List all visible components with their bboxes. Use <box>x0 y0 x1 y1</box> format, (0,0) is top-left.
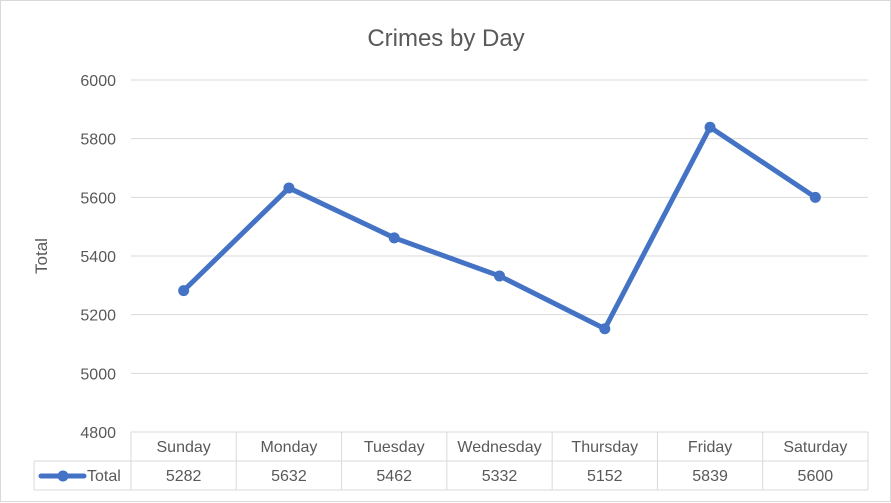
data-table-value: 5332 <box>482 468 518 485</box>
data-table-value: 5600 <box>798 468 834 485</box>
data-point-tuesday <box>388 232 400 244</box>
data-point-wednesday <box>494 270 505 282</box>
y-axis-ticks: 6000 5800 5600 5400 5200 5000 4800 <box>80 73 116 442</box>
category-label: Saturday <box>783 439 847 456</box>
category-label: Tuesday <box>364 439 425 456</box>
data-table-value: 5152 <box>587 468 623 485</box>
data-point-sunday <box>178 285 190 297</box>
series-points-total <box>178 121 821 335</box>
y-tick-label: 6000 <box>80 73 116 90</box>
gridlines <box>131 79 868 433</box>
y-tick-label: 5400 <box>80 249 116 266</box>
data-table-value: 5462 <box>376 468 412 485</box>
data-table-value: 5632 <box>271 468 307 485</box>
y-tick-label: 5000 <box>80 366 116 383</box>
data-table: Sunday 5282 Monday 5632 Tuesday 5462 Wednesday… <box>33 432 869 491</box>
y-tick-label: 4800 <box>80 425 116 442</box>
y-tick-label: 5600 <box>80 190 116 207</box>
category-label: Sunday <box>157 439 211 456</box>
data-point-friday <box>704 121 716 133</box>
data-table-value: 5282 <box>166 468 202 485</box>
y-tick-label: 5800 <box>80 132 116 149</box>
category-label: Wednesday <box>457 439 541 456</box>
legend-marker-total <box>57 470 69 482</box>
data-point-monday <box>283 182 295 194</box>
y-axis-label: Total <box>32 238 51 274</box>
series-label-total: Total <box>87 468 121 485</box>
data-point-saturday <box>809 191 821 203</box>
data-table-value: 5839 <box>692 468 728 485</box>
category-label: Monday <box>260 439 317 456</box>
series-line-total <box>181 124 818 332</box>
y-tick-label: 5200 <box>80 308 116 325</box>
category-label: Friday <box>688 439 732 456</box>
chart-title: Crimes by Day <box>367 25 524 52</box>
data-point-thursday <box>599 323 611 335</box>
category-label: Thursday <box>571 439 638 456</box>
